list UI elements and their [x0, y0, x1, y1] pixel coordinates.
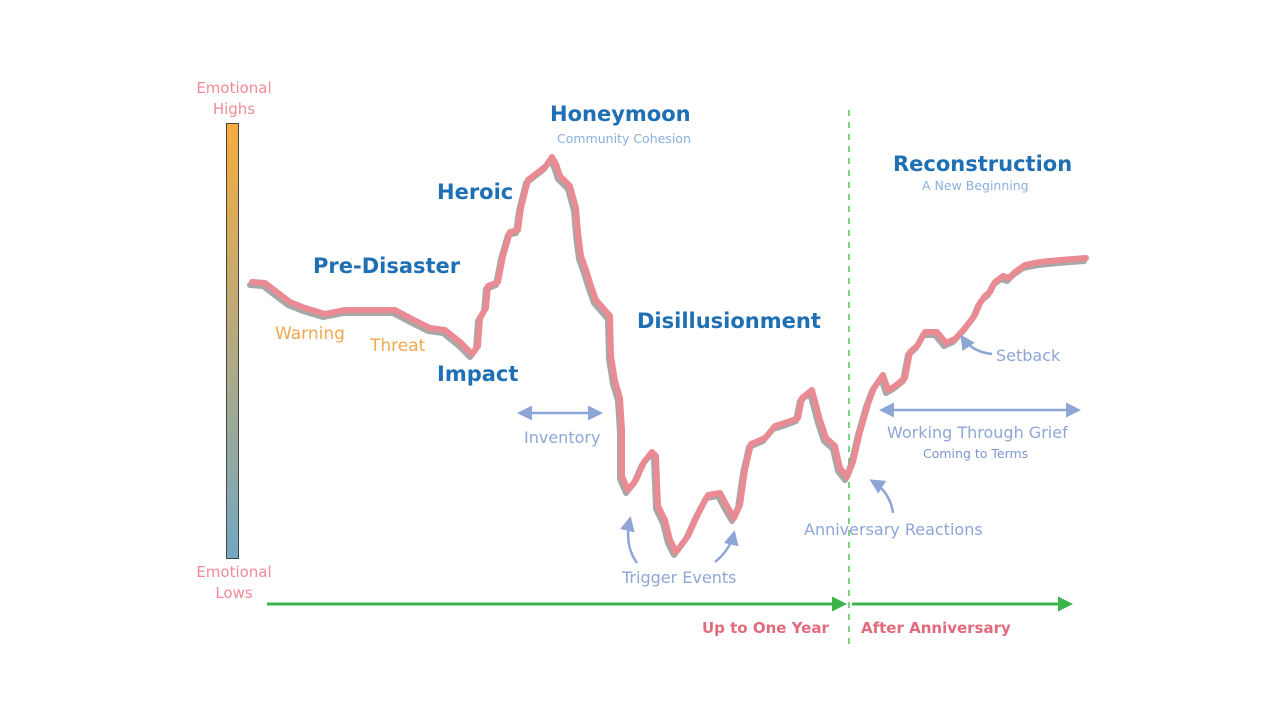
emotional-highs-line1: Emotional	[196, 79, 272, 97]
annotation-inventory: Inventory	[524, 428, 601, 447]
annotation-setback: Setback	[996, 346, 1061, 365]
annotation-anniversary-reactions: Anniversary Reactions	[804, 520, 983, 539]
emotional-curve	[249, 154, 1089, 555]
phase-honeymoon-subtitle: Community Cohesion	[557, 131, 691, 146]
phase-disillusionment: Disillusionment	[637, 309, 821, 333]
timeline-label-up-to-one-year: Up to One Year	[702, 619, 829, 637]
trigger-arrow-left	[619, 516, 639, 564]
annotation-warning: Warning	[275, 324, 345, 344]
emotional-lows-line1: Emotional	[196, 563, 272, 581]
emotional-highs-label: Emotional Highs	[184, 78, 284, 120]
emotional-scale-bar	[226, 123, 239, 559]
setback-arrow	[960, 334, 993, 356]
phase-heroic: Heroic	[437, 180, 514, 204]
annotation-threat: Threat	[370, 336, 426, 356]
emotional-curve-shadow	[247, 157, 1087, 558]
phase-honeymoon: Honeymoon	[550, 102, 691, 126]
anniversary-arrow	[869, 479, 895, 514]
trigger-arrow-right	[714, 530, 739, 563]
annotation-working-through-grief: Working Through Grief	[887, 423, 1068, 442]
phase-pre-disaster: Pre-Disaster	[313, 254, 461, 278]
phase-reconstruction-subtitle: A New Beginning	[922, 178, 1029, 193]
annotation-coming-to-terms: Coming to Terms	[923, 446, 1029, 461]
emotional-lows-line2: Lows	[215, 584, 253, 602]
phase-impact: Impact	[437, 362, 519, 386]
timeline-label-after-anniversary: After Anniversary	[861, 619, 1011, 637]
emotional-lows-label: Emotional Lows	[184, 562, 284, 604]
annotation-trigger-events: Trigger Events	[622, 568, 737, 587]
phase-reconstruction: Reconstruction	[893, 152, 1073, 176]
emotional-highs-line2: Highs	[212, 100, 256, 118]
